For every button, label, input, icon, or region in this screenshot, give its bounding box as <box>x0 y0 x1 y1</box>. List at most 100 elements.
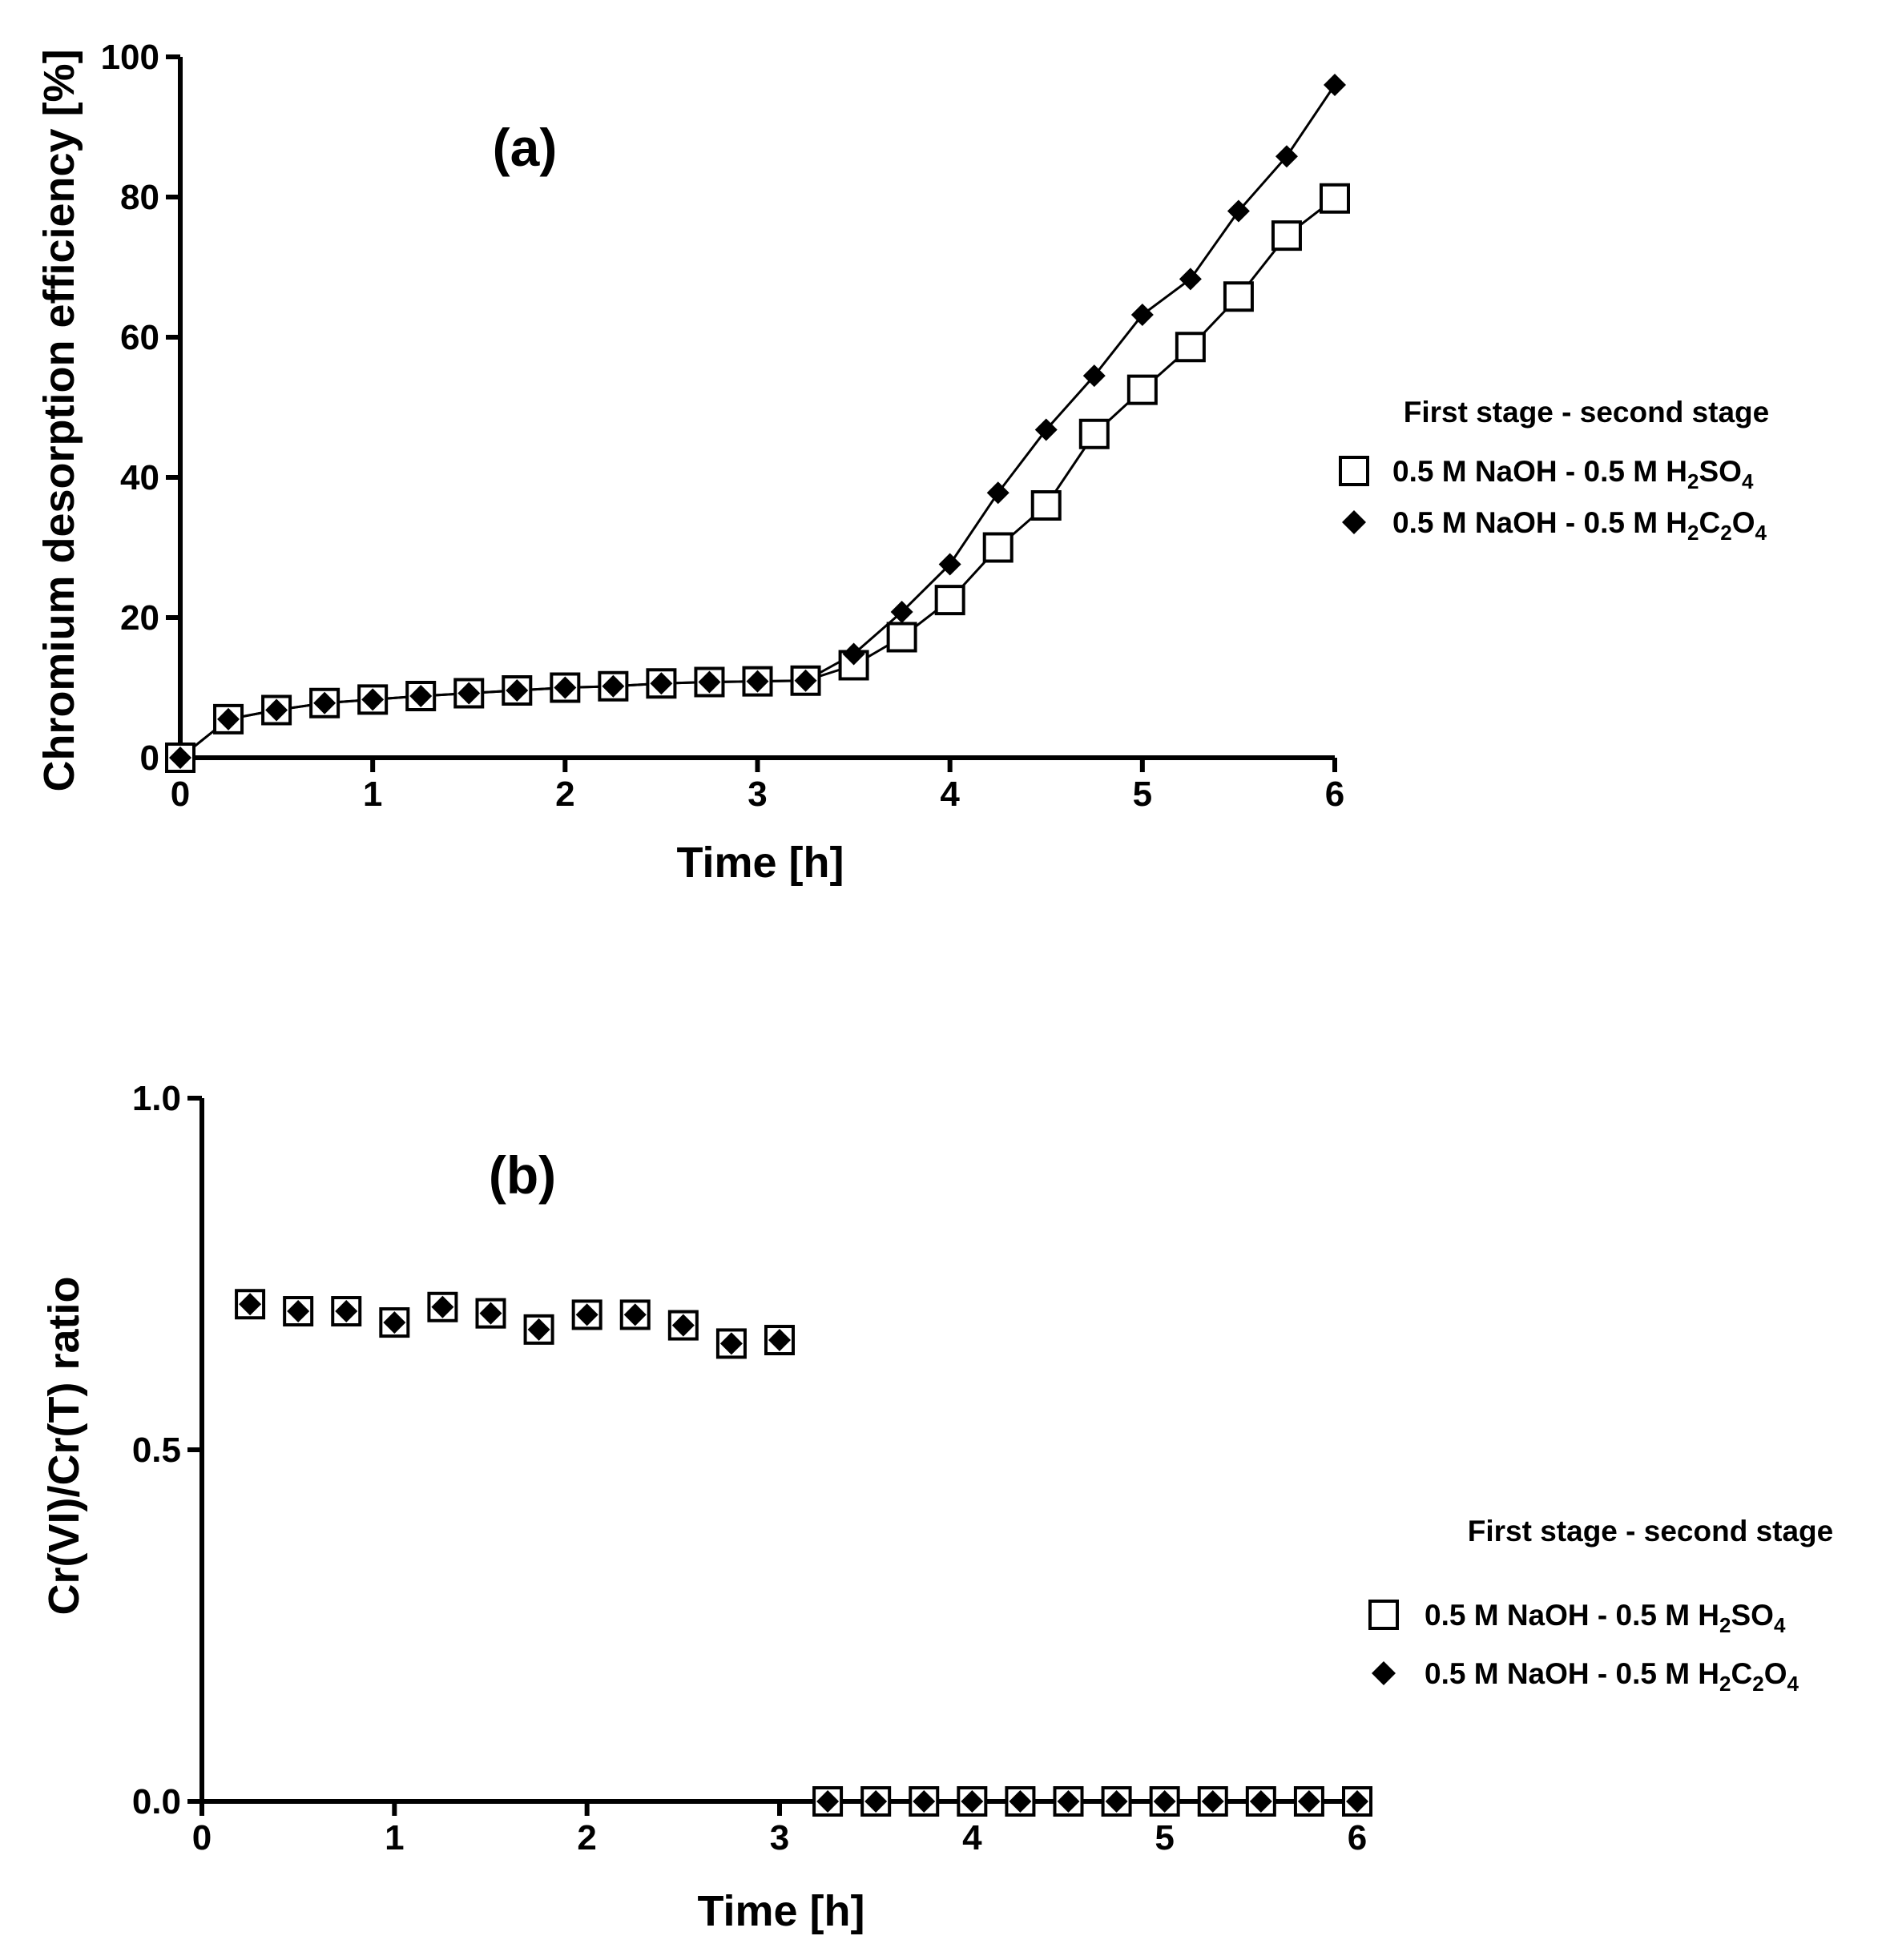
panel-b-diamond-point <box>1346 1790 1368 1813</box>
panel-a-diamond-point <box>1034 418 1058 441</box>
panel-a-legend-label-2: 0.5 M NaOH - 0.5 M H2C2O4 <box>1392 506 1767 545</box>
panel-a-series-line-2 <box>179 84 1336 759</box>
panel-a-legend-square-marker <box>1339 456 1369 486</box>
panel-b-label: (b) <box>489 1145 556 1205</box>
panel-a-x-tick-label: 6 <box>1325 775 1344 814</box>
panel-b-y-tick-label: 0.5 <box>132 1431 181 1470</box>
panel-a-y-tick-label: 20 <box>120 598 159 638</box>
panel-a-diamond-point <box>746 670 769 693</box>
panel-b-diamond-point <box>623 1303 647 1326</box>
panel-b-diamond-point <box>239 1293 262 1316</box>
panel-a-diamond-point <box>1082 364 1106 388</box>
panel-a-label: (a) <box>493 118 558 177</box>
panel-b-diamond-point <box>961 1790 984 1813</box>
panel-a-x-tick-label: 1 <box>363 775 382 814</box>
panel-b-diamond-point <box>1153 1790 1176 1813</box>
panel-a-x-tick-label: 5 <box>1133 775 1152 814</box>
panel-a-y-tick-label: 40 <box>120 458 159 497</box>
panel-a-diamond-point <box>1324 74 1346 96</box>
panel-a-square-point <box>1223 281 1254 312</box>
panel-a-square-point <box>1078 418 1110 449</box>
panel-b-legend-label-1: 0.5 M NaOH - 0.5 M H2SO4 <box>1425 1599 1786 1637</box>
panel-a-diamond-point <box>698 670 721 694</box>
panel-b-diamond-point <box>1105 1790 1128 1813</box>
panel-a-y-tick-label: 60 <box>120 318 159 357</box>
panel-a-diamond-point <box>313 691 336 714</box>
panel-a-square-point <box>934 585 965 616</box>
panel-a-diamond-point <box>506 679 529 702</box>
panel-b-diamond-point <box>816 1790 840 1813</box>
panel-b-y-axis-title: Cr(VI)/Cr(T) ratio <box>40 1277 88 1616</box>
panel-b-x-axis-title: Time [h] <box>697 1887 864 1935</box>
panel-b-legend-diamond-marker <box>1372 1661 1396 1685</box>
panel-b-diamond-point <box>1057 1790 1080 1813</box>
panel-a-y-tick-label: 0 <box>140 739 159 778</box>
panel-a-x-tick-label: 3 <box>748 775 767 814</box>
panel-b-diamond-point <box>719 1332 743 1355</box>
panel-a-diamond-point <box>169 747 191 769</box>
panel-b-legend-label-2: 0.5 M NaOH - 0.5 M H2C2O4 <box>1425 1657 1799 1696</box>
panel-a-legend-title: First stage - second stage <box>1404 396 1769 429</box>
panel-a-diamond-point <box>217 707 240 730</box>
panel-a-y-tick-label: 80 <box>120 178 159 217</box>
panel-a-diamond-point <box>890 601 913 623</box>
panel-b-diamond-point <box>913 1790 936 1813</box>
panel-a-square-point <box>982 532 1014 563</box>
panel-a-x-axis-title: Time [h] <box>676 839 844 887</box>
panel-b-y-tick-label: 0.0 <box>132 1782 181 1821</box>
panel-a-legend-label-1: 0.5 M NaOH - 0.5 M H2SO4 <box>1392 455 1754 493</box>
panel-a-diamond-point <box>1227 199 1250 223</box>
panel-b-x-tick-label: 6 <box>1348 1818 1367 1857</box>
panel-b-x-tick-label: 5 <box>1155 1818 1174 1857</box>
panel-b-diamond-point <box>1249 1790 1272 1813</box>
panel-a-diamond-point <box>842 642 865 666</box>
panel-a-square-point <box>1030 490 1062 521</box>
panel-a-square-point <box>1271 220 1302 252</box>
panel-b-chart: (b) Time [h] Cr(VI)/Cr(T) ratio First st… <box>40 1079 1833 1935</box>
panel-a-diamond-point <box>1275 145 1298 168</box>
panel-a-diamond-point <box>265 698 288 722</box>
panel-b-diamond-point <box>1297 1790 1320 1813</box>
panel-b-diamond-point <box>1009 1790 1032 1813</box>
panel-a-diamond-point <box>1130 304 1154 326</box>
panel-a-diamond-point <box>986 481 1009 505</box>
panel-a-square-point <box>1175 332 1206 363</box>
panel-a-diamond-point <box>554 676 577 699</box>
panel-a-y-tick-label: 100 <box>101 38 159 77</box>
panel-a-diamond-point <box>457 682 481 705</box>
panel-a-chart: (a) Time [h] Chromium desorption efficie… <box>35 38 1769 887</box>
panel-b-diamond-point <box>431 1295 454 1318</box>
panel-b-legend-square-marker <box>1368 1600 1399 1630</box>
panel-a-x-tick-label: 4 <box>940 775 960 814</box>
panel-a-square-point <box>1320 183 1350 214</box>
panel-b-x-tick-label: 0 <box>192 1818 212 1857</box>
panel-b-diamond-point <box>479 1302 502 1325</box>
panel-b-diamond-point <box>671 1314 695 1337</box>
panel-b-x-tick-label: 2 <box>577 1818 596 1857</box>
panel-a-x-tick-label: 2 <box>555 775 574 814</box>
panel-b-diamond-point <box>527 1318 550 1341</box>
panel-a-legend-diamond-marker <box>1342 510 1366 534</box>
panel-b-x-tick-label: 1 <box>385 1818 404 1857</box>
panel-b-legend-title: First stage - second stage <box>1468 1515 1833 1547</box>
panel-b-diamond-point <box>575 1303 598 1326</box>
panel-a-square-point <box>1126 374 1158 405</box>
panel-a-diamond-point <box>1179 268 1202 291</box>
panel-b-diamond-point <box>1201 1790 1224 1813</box>
panel-a-diamond-point <box>938 553 961 576</box>
panel-b-diamond-point <box>768 1329 791 1352</box>
panel-b-x-tick-label: 3 <box>770 1818 789 1857</box>
panel-a-diamond-point <box>650 672 673 695</box>
panel-a-diamond-point <box>794 669 817 692</box>
panel-a-x-tick-label: 0 <box>171 775 190 814</box>
panel-a-square-point <box>886 622 917 653</box>
panel-a-diamond-point <box>361 688 385 711</box>
panel-b-x-tick-label: 4 <box>962 1818 982 1857</box>
panel-b-diamond-point <box>864 1790 888 1813</box>
panel-a-diamond-point <box>602 674 625 698</box>
panel-a-diamond-point <box>409 685 433 707</box>
panel-b-diamond-point <box>383 1311 406 1334</box>
panel-a-y-axis-title: Chromium desorption efficiency [%] <box>35 49 83 791</box>
panel-b-diamond-point <box>335 1300 358 1323</box>
